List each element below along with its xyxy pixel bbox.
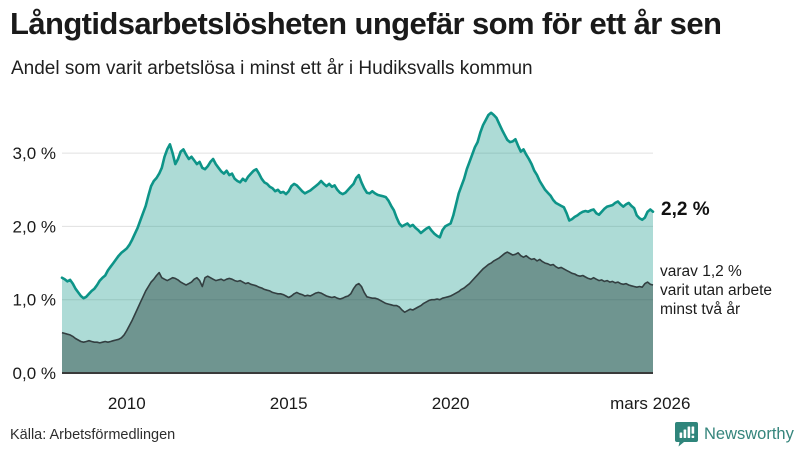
bar-chart-speech-bubble-icon <box>675 422 698 447</box>
page-title: Långtidsarbetslösheten ungefär som för e… <box>10 6 722 41</box>
x-axis-tick-label: mars 2026 <box>610 394 690 413</box>
latest-value-label: 2,2 % <box>661 199 710 220</box>
y-axis-tick-label: 3,0 % <box>13 144 56 163</box>
x-axis-tick-label: 2010 <box>108 394 146 413</box>
area-subset-two-years <box>62 252 653 373</box>
area-total-one-year <box>62 112 653 374</box>
y-axis-tick-label: 0,0 % <box>13 364 56 383</box>
newsworthy-brand-link[interactable]: Newsworthy <box>675 422 794 447</box>
y-axis-tick-label: 1,0 % <box>13 291 56 310</box>
subset-label-line1: varav 1,2 % <box>660 263 742 280</box>
source-attribution: Källa: Arbetsförmedlingen <box>10 427 176 443</box>
subset-label-line3: minst två år <box>660 301 741 318</box>
newsworthy-wordmark: Newsworthy <box>704 425 794 443</box>
line-subset-two-years <box>61 251 654 344</box>
chart-subtitle: Andel som varit arbetslösa i minst ett å… <box>11 58 533 79</box>
line-total-one-year <box>60 111 655 300</box>
x-axis-tick-label: 2020 <box>432 394 470 413</box>
subset-label-line2: varit utan arbete <box>660 282 773 299</box>
subset-series-label: varav 1,2 % varit utan arbete minst två … <box>660 262 772 319</box>
x-axis-tick-label: 2015 <box>270 394 308 413</box>
y-axis-tick-label: 2,0 % <box>13 217 56 236</box>
